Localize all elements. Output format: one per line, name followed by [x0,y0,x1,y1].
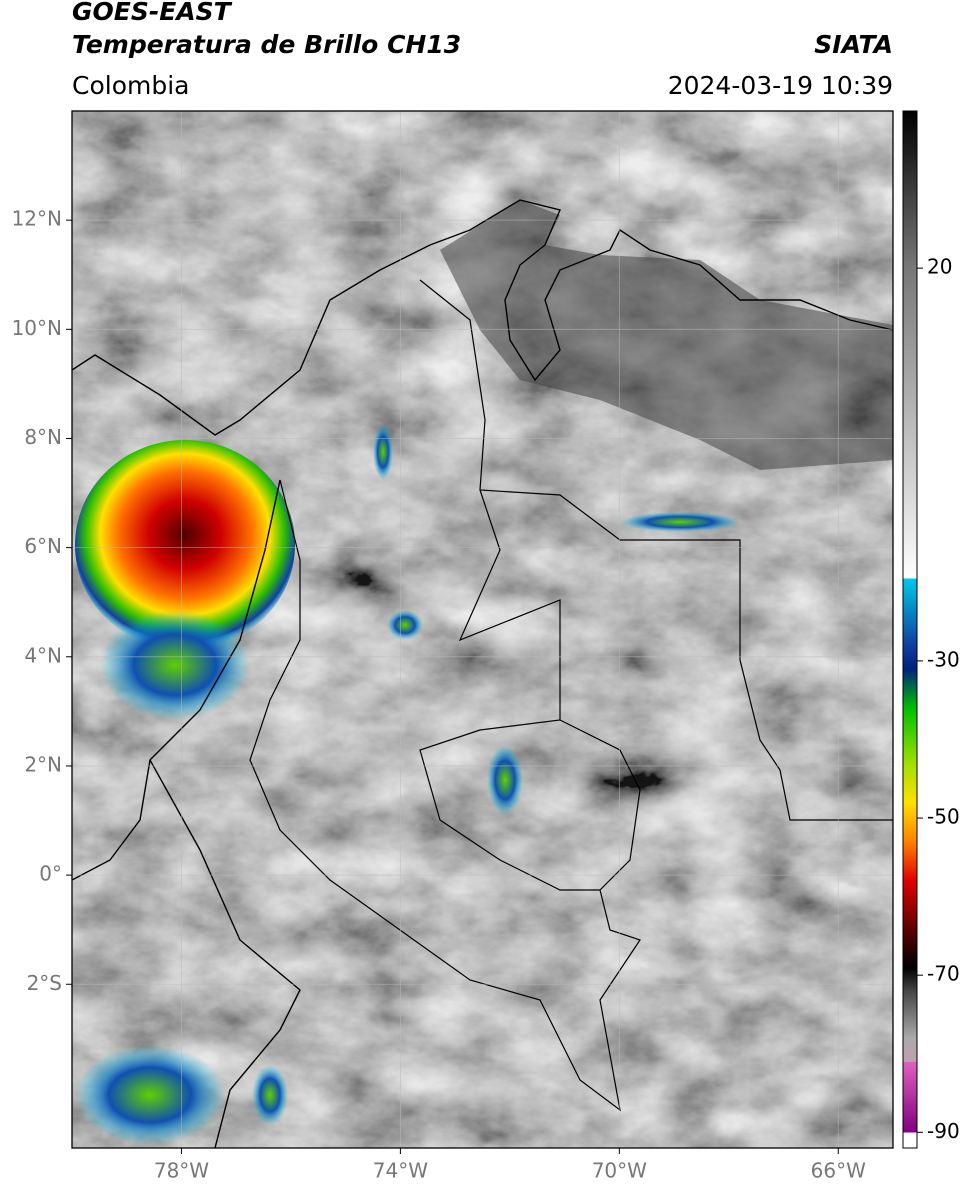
axes: 78°W 74°W 70°W 66°W 2°S 0° 2°N 4°N 6°N 8°N 10°N 12°… [12,111,960,1183]
storm-cell [487,745,523,815]
title: GOES-EAST [72,0,233,26]
storm-cell [387,610,423,640]
colorbar-tick-label: -90 [927,1119,960,1143]
y-tick-label: 0° [39,862,62,886]
x-tick-label: 66°W [811,1159,866,1183]
storm-cell [75,1045,225,1145]
y-tick-label: 6°N [24,534,62,558]
x-tick-label: 74°W [373,1159,428,1183]
coastline [72,479,301,1148]
colorbar [902,110,918,1149]
storm-cell [373,424,393,480]
y-tick-label: 4°N [24,643,62,667]
y-tick-label: 2°S [27,971,62,995]
borders [249,279,893,1112]
storm-cell [252,1065,288,1125]
y-tick-label: 8°N [24,425,62,449]
storm-cell [100,610,250,720]
source: SIATA [814,30,893,59]
colorbar-tick-label: -30 [927,647,960,671]
x-tick-label: 78°W [154,1159,209,1183]
satellite-image [72,111,893,1148]
y-tick-label: 2°N [24,752,62,776]
subtitle: Temperatura de Brillo CH13 [72,30,461,59]
colorbar-tick-label: 20 [927,255,952,279]
colorbar-tick-label: -50 [927,805,960,829]
region: Colombia [72,71,189,100]
coastline [72,199,893,436]
storm-cell [620,512,740,532]
map-frame [71,110,894,1149]
x-tick-label: 70°W [592,1159,647,1183]
datetime: 2024-03-19 10:39 [668,71,893,100]
dark-land [440,200,893,470]
storm-cell [75,440,295,650]
y-tick-label: 10°N [12,316,62,340]
colorbar-tick-label: -70 [927,962,960,986]
y-tick-label: 12°N [12,207,62,231]
